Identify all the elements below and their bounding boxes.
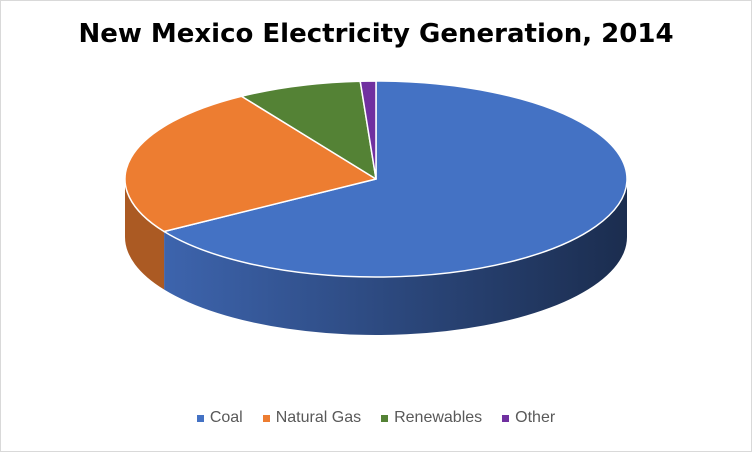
legend-item-natural-gas: Natural Gas bbox=[262, 409, 362, 427]
legend-swatch-coal bbox=[196, 414, 204, 422]
legend-swatch-natural-gas bbox=[262, 414, 270, 422]
legend-swatch-renewables bbox=[381, 414, 389, 422]
legend-label-coal: Coal bbox=[209, 409, 243, 426]
pie-slice-coal bbox=[163, 80, 628, 278]
legend-label-renewables: Renewables bbox=[394, 409, 483, 426]
legend-label-natural-gas: Natural Gas bbox=[275, 409, 362, 426]
legend-swatch-other bbox=[502, 414, 510, 422]
legend-label-other: Other bbox=[515, 409, 556, 426]
legend: Coal Natural Gas Renewables Other bbox=[1, 409, 751, 427]
legend-item-coal: Coal bbox=[196, 409, 243, 427]
pie-slice-side-coal bbox=[164, 179, 628, 336]
legend-item-renewables: Renewables bbox=[381, 409, 482, 427]
pie-slice-renewables bbox=[240, 80, 377, 180]
pie-slice-other bbox=[359, 80, 377, 180]
legend-item-other: Other bbox=[502, 409, 555, 427]
pie-slice-natural-gas bbox=[124, 95, 377, 233]
chart-title: New Mexico Electricity Generation, 2014 bbox=[78, 19, 674, 49]
